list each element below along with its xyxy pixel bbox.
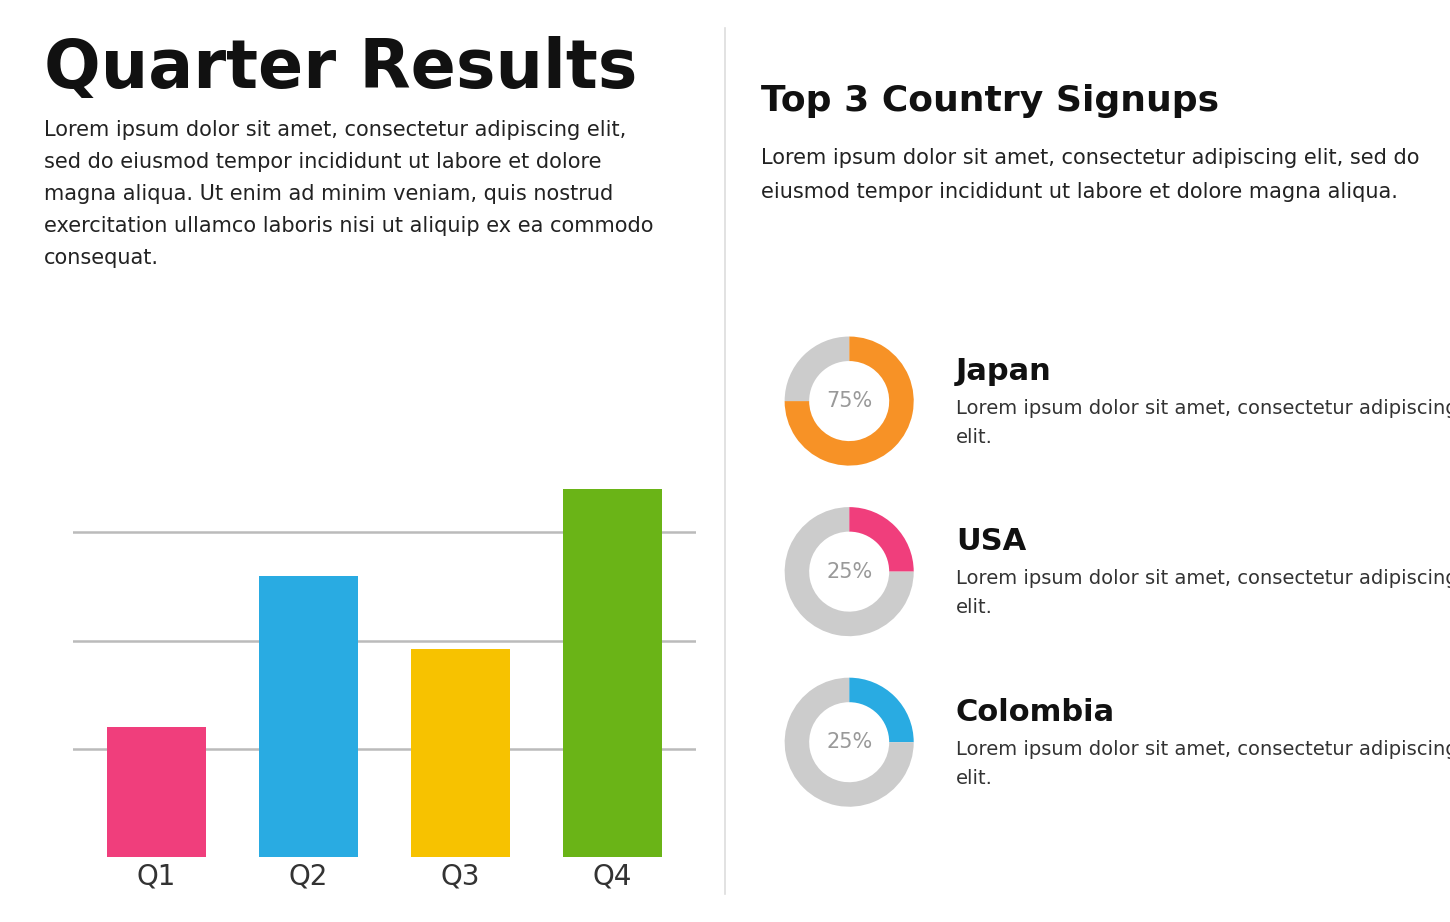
Text: Lorem ipsum dolor sit amet, consectetur adipiscing
elit.: Lorem ipsum dolor sit amet, consectetur … <box>956 739 1450 787</box>
Bar <box>258 575 358 857</box>
Wedge shape <box>784 337 850 401</box>
Wedge shape <box>850 507 914 572</box>
Text: 75%: 75% <box>826 391 873 411</box>
Text: USA: USA <box>956 527 1027 556</box>
Text: Japan: Japan <box>956 357 1051 385</box>
Bar <box>563 489 661 857</box>
Wedge shape <box>850 678 914 742</box>
Wedge shape <box>784 507 914 636</box>
Bar <box>410 649 510 857</box>
Text: Colombia: Colombia <box>956 698 1115 727</box>
Text: Lorem ipsum dolor sit amet, consectetur adipiscing elit, sed do
eiusmod tempor i: Lorem ipsum dolor sit amet, consectetur … <box>761 148 1420 202</box>
Text: Lorem ipsum dolor sit amet, consectetur adipiscing
elit.: Lorem ipsum dolor sit amet, consectetur … <box>956 570 1450 617</box>
Text: 25%: 25% <box>826 561 873 582</box>
Text: Top 3 Country Signups: Top 3 Country Signups <box>761 85 1219 118</box>
Text: Quarter Results: Quarter Results <box>44 36 637 102</box>
Text: Lorem ipsum dolor sit amet, consectetur adipiscing
elit.: Lorem ipsum dolor sit amet, consectetur … <box>956 399 1450 446</box>
Text: Lorem ipsum dolor sit amet, consectetur adipiscing elit,
sed do eiusmod tempor i: Lorem ipsum dolor sit amet, consectetur … <box>44 120 653 268</box>
Bar <box>107 727 206 857</box>
Wedge shape <box>784 337 914 466</box>
Wedge shape <box>784 678 914 807</box>
Text: 25%: 25% <box>826 732 873 752</box>
